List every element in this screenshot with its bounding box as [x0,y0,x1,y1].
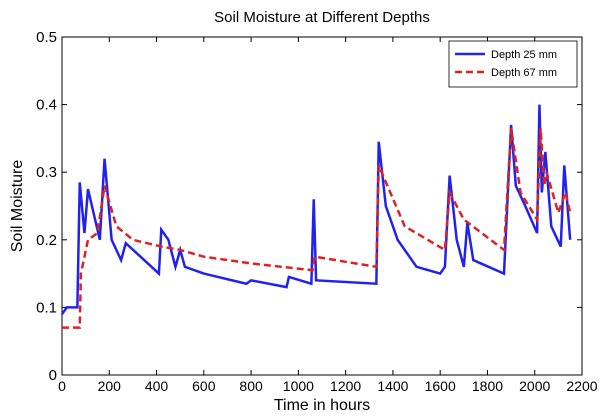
x-tick-label: 2200 [566,378,597,394]
legend-label: Depth 67 mm [491,67,557,79]
x-axis-label: Time in hours [274,397,370,414]
y-tick-label: 0.5 [36,29,57,46]
x-tick-label: 1000 [283,378,314,394]
x-tick-label: 800 [239,378,263,394]
x-tick-label: 1600 [425,378,456,394]
x-tick-label: 0 [58,378,66,394]
x-tick-label: 1200 [330,378,361,394]
chart-title: Soil Moisture at Different Depths [214,9,430,26]
y-tick-label: 0.1 [36,299,57,316]
y-axis-label: Soil Moisture [9,160,26,253]
legend-label: Depth 25 mm [491,49,557,61]
x-tick-label: 1400 [377,378,408,394]
y-tick-label: 0.2 [36,232,57,249]
legend: Depth 25 mm Depth 67 mm [448,40,578,88]
x-tick-label: 1800 [472,378,503,394]
plot-frame [61,36,583,376]
x-tick-label: 600 [192,378,216,394]
y-tick-label: 0.3 [36,164,57,181]
x-tick-label: 400 [145,378,169,394]
y-tick-label: 0.4 [36,97,57,114]
data-line [62,128,572,329]
data-line [60,104,572,315]
y-tick-label: 0 [49,367,57,384]
x-tick-label: 2000 [519,378,550,394]
legend-box [448,40,578,88]
x-tick-label: 200 [98,378,122,394]
